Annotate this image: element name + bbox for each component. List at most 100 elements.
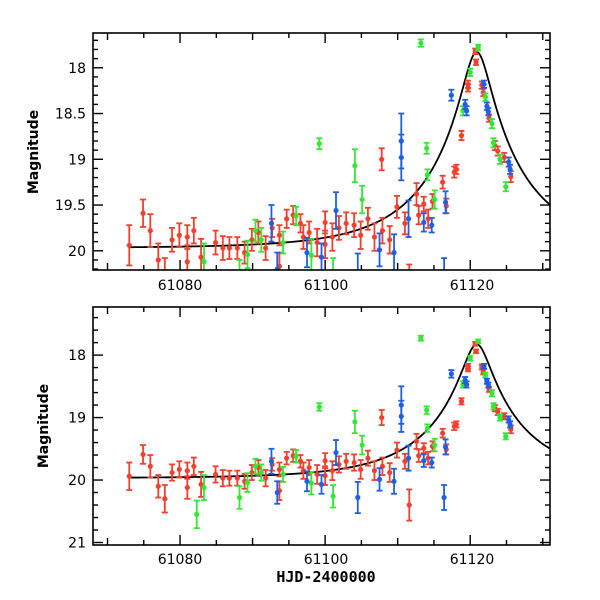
data-point-green — [490, 137, 497, 149]
top-ytick-label: 19.5 — [55, 198, 86, 214]
data-marker — [429, 459, 435, 466]
data-marker — [220, 475, 226, 481]
data-marker — [407, 285, 412, 290]
bottom-xtick-label: 61080 — [158, 552, 203, 568]
data-point-red — [329, 460, 336, 481]
data-marker — [507, 421, 513, 428]
data-point-blue — [507, 163, 514, 175]
data-point-blue — [442, 438, 449, 456]
data-marker — [140, 210, 146, 216]
data-point-red — [262, 469, 269, 488]
data-point-red — [314, 227, 321, 258]
data-marker — [306, 464, 312, 471]
data-point-blue — [318, 242, 325, 270]
data-marker — [263, 475, 269, 481]
data-point-red — [226, 469, 233, 487]
bottom-ytick-label: 21 — [68, 536, 86, 552]
data-marker — [421, 445, 427, 451]
data-point-red — [458, 397, 465, 406]
data-marker — [169, 237, 175, 243]
data-marker — [162, 496, 168, 502]
data-point-red — [283, 208, 290, 229]
data-marker — [330, 493, 336, 499]
data-marker — [440, 179, 446, 185]
data-marker — [418, 40, 424, 46]
data-point-red — [406, 263, 413, 290]
data-point-green — [417, 334, 424, 342]
data-point-blue — [441, 257, 448, 270]
data-marker — [421, 201, 427, 207]
data-marker — [421, 458, 427, 464]
data-point-blue — [333, 191, 340, 230]
top-panel-frame — [92, 32, 551, 271]
data-marker — [376, 247, 383, 253]
data-point-green — [280, 230, 287, 255]
top-xtick-label: 61120 — [450, 278, 495, 294]
data-point-red — [425, 208, 432, 229]
data-point-green — [236, 485, 243, 510]
data-point-blue — [398, 133, 405, 182]
data-point-red — [147, 454, 154, 479]
data-marker — [413, 438, 420, 444]
data-marker — [308, 480, 314, 486]
data-marker — [252, 463, 259, 469]
data-marker — [387, 469, 393, 476]
data-point-red — [198, 237, 205, 270]
data-marker — [465, 81, 471, 87]
top-ylabel: Magnitude — [26, 110, 42, 194]
data-point-red — [147, 213, 154, 249]
data-point-red — [401, 211, 408, 236]
data-point-green — [351, 409, 358, 435]
data-marker — [501, 154, 507, 161]
data-point-red — [343, 452, 350, 470]
data-marker — [503, 433, 509, 439]
data-marker — [458, 398, 465, 404]
data-marker — [508, 174, 514, 180]
data-point-green — [502, 181, 509, 193]
data-point-blue — [268, 204, 275, 243]
data-marker — [481, 363, 487, 369]
data-marker — [234, 475, 240, 481]
data-marker — [501, 413, 507, 419]
series-green — [200, 38, 509, 279]
data-marker — [440, 430, 446, 436]
data-marker — [318, 254, 325, 260]
data-point-red — [473, 348, 480, 355]
data-point-red — [276, 224, 283, 247]
data-point-green — [359, 184, 366, 215]
data-marker — [304, 478, 310, 484]
data-marker — [333, 207, 339, 214]
data-marker — [376, 476, 383, 483]
bottom-ylabel: Magnitude — [36, 384, 52, 468]
data-marker — [365, 216, 371, 222]
top-ytick-label: 18 — [68, 61, 86, 77]
data-point-red — [465, 79, 472, 89]
data-marker — [495, 409, 501, 415]
data-marker — [252, 228, 259, 234]
data-marker — [485, 382, 491, 388]
data-point-blue — [442, 190, 449, 215]
data-marker — [485, 109, 491, 115]
data-marker — [463, 381, 470, 388]
data-point-green — [431, 189, 438, 210]
data-point-red — [212, 465, 219, 484]
series-blue — [268, 362, 514, 515]
data-point-red — [169, 463, 176, 482]
data-point-green — [488, 118, 495, 130]
data-marker — [489, 390, 495, 396]
data-point-red — [458, 130, 465, 141]
data-point-green — [423, 405, 430, 415]
data-marker — [495, 148, 501, 154]
data-point-blue — [428, 456, 435, 469]
data-marker — [453, 421, 460, 428]
data-point-red — [140, 444, 147, 465]
data-point-blue — [485, 381, 492, 389]
data-point-green — [293, 205, 300, 227]
data-marker — [191, 228, 197, 234]
data-marker — [237, 274, 242, 279]
data-marker — [126, 242, 132, 248]
data-point-blue — [303, 237, 310, 269]
data-marker — [467, 355, 473, 361]
data-marker — [441, 494, 447, 501]
